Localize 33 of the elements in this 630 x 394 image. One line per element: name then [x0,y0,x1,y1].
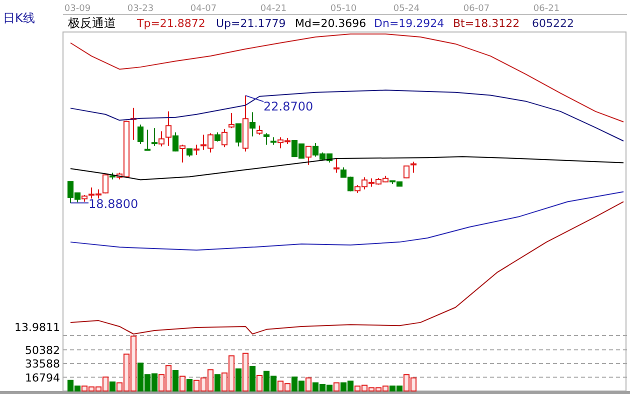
bar [256,374,263,392]
x-tick-label: 06-07 [463,4,490,14]
bar [179,376,186,392]
chart-title: 日K线 [3,11,35,25]
text: Dn=19.2924 [374,17,444,30]
text: Bt=18.3122 [453,17,520,30]
text: Tp=21.8872 [136,17,206,30]
bar [333,382,340,392]
x-tick-label: 04-21 [260,4,287,14]
text: Up=21.1779 [216,17,286,30]
bar [235,368,242,392]
bar [249,366,256,392]
bar [172,370,179,392]
x-tick-label: 05-10 [330,4,357,14]
chart-subtitle: 极反通道 [67,16,116,30]
bar [214,374,221,392]
bar [109,381,116,392]
x-tick-label: 04-07 [190,4,217,14]
x-tick-label: 06-21 [533,4,560,14]
x-tick-label: 05-24 [393,4,420,14]
text: Md=20.3696 [295,17,366,30]
x-tick-label: 03-09 [64,4,91,14]
annotation: 22.8700 [264,100,314,114]
y-tick-label: 33588 [25,358,60,370]
y-tick-label: 16794 [25,371,60,384]
bar [242,352,249,392]
bar [186,379,193,392]
text: 13.9811 [14,321,60,334]
x-tick-label: 03-23 [127,4,154,14]
annotation: 18.8800 [88,196,138,211]
text: 605222 [532,17,574,30]
y-tick-label: 50382 [25,344,60,357]
bar [305,377,312,392]
